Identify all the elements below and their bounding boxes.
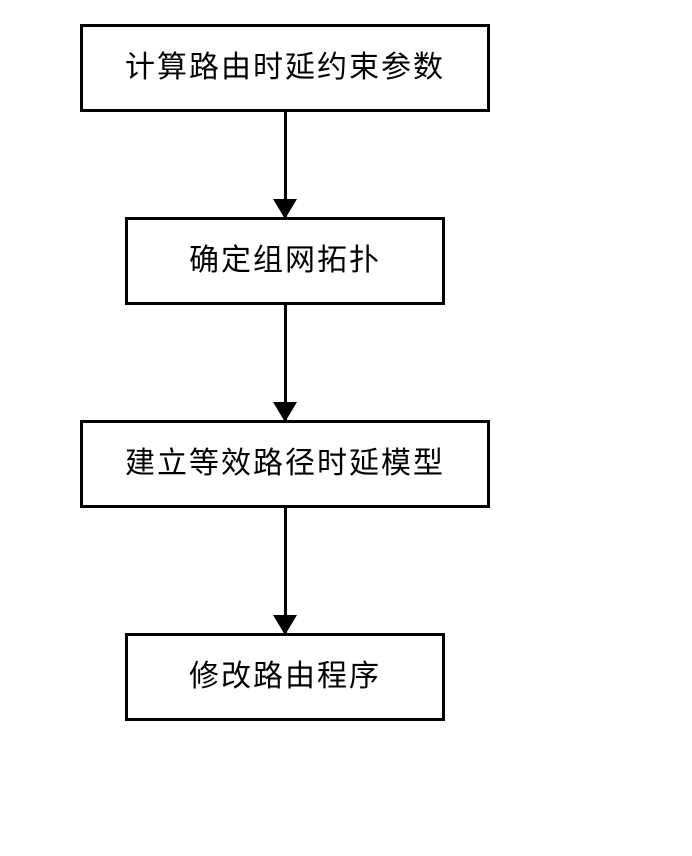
node-label: 计算路由时延约束参数 xyxy=(125,50,445,86)
node-label: 确定组网拓扑 xyxy=(189,243,381,279)
flowchart-node-1: 计算路由时延约束参数 xyxy=(80,24,490,112)
flowchart-node-2: 确定组网拓扑 xyxy=(125,217,445,305)
flowchart-arrow-1 xyxy=(284,112,287,217)
node-label: 建立等效路径时延模型 xyxy=(125,446,445,482)
flowchart-container: 计算路由时延约束参数 确定组网拓扑 建立等效路径时延模型 修改路由程序 xyxy=(80,24,490,721)
flowchart-node-4: 修改路由程序 xyxy=(125,633,445,721)
flowchart-arrow-2 xyxy=(284,305,287,420)
flowchart-node-3: 建立等效路径时延模型 xyxy=(80,420,490,508)
flowchart-arrow-3 xyxy=(284,508,287,633)
node-label: 修改路由程序 xyxy=(189,659,381,695)
